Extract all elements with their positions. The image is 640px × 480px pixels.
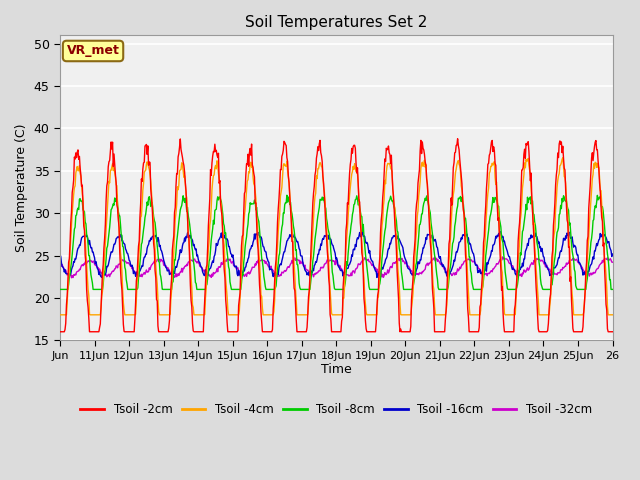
Text: VR_met: VR_met	[67, 45, 120, 58]
Y-axis label: Soil Temperature (C): Soil Temperature (C)	[15, 123, 28, 252]
Title: Soil Temperatures Set 2: Soil Temperatures Set 2	[245, 15, 428, 30]
Legend: Tsoil -2cm, Tsoil -4cm, Tsoil -8cm, Tsoil -16cm, Tsoil -32cm: Tsoil -2cm, Tsoil -4cm, Tsoil -8cm, Tsoi…	[76, 398, 596, 420]
X-axis label: Time: Time	[321, 363, 351, 376]
